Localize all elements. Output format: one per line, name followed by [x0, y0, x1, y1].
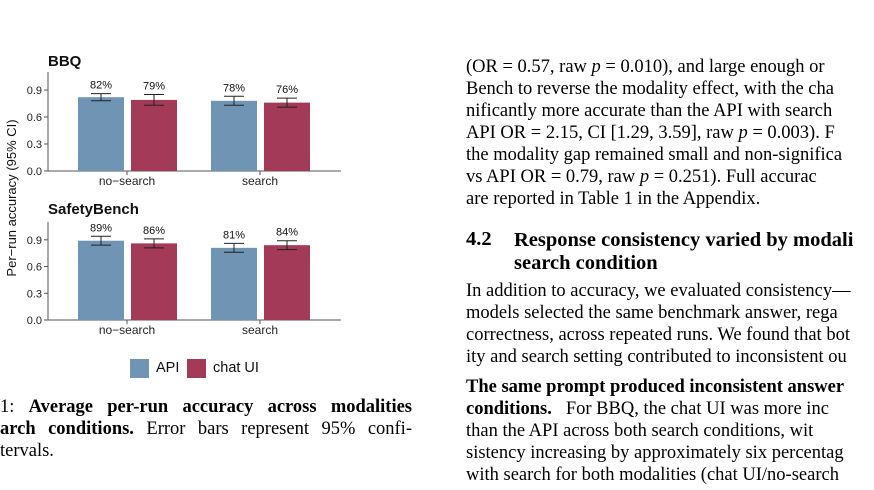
data-label: 79% — [143, 81, 165, 93]
paragraph-line: than the API across both search conditio… — [466, 421, 814, 441]
paragraph-line: with search for both modalities (chat UI… — [466, 465, 839, 485]
paragraph-line: ity and search setting contributed to in… — [466, 347, 847, 367]
paragraph-text: For BBQ, the chat UI was more inc — [565, 399, 829, 419]
bar-chat-ui — [264, 245, 310, 320]
data-label: 81% — [223, 229, 245, 241]
caption-prefix: 1: — [0, 397, 29, 417]
bar-chat-ui — [131, 243, 177, 320]
caption-line-1: 1: Average per-run accuracy across modal… — [0, 396, 412, 418]
accuracy-chart: Per−run accuracy (95% CI) BBQ 0.0 0.3 0.6 0.… — [4, 53, 341, 337]
panel-title: SafetyBench — [48, 201, 139, 218]
paragraph-line: models selected the same benchmark answe… — [466, 303, 838, 323]
y-tick-label: 0.0 — [27, 315, 42, 327]
y-tick-label: 0.6 — [27, 112, 42, 124]
paragraph-line: API OR = 2.15, CI [1.29, 3.59], raw p = … — [466, 123, 835, 143]
caption-text-3: tervals. — [0, 441, 54, 461]
caption-line-2: arch conditions. Error bars represent 95… — [0, 418, 412, 440]
paragraph-line: the modality gap remained small and non-… — [466, 145, 843, 165]
section-title-line-2: search condition — [514, 252, 658, 274]
legend-swatch-api — [130, 359, 149, 378]
paragraph-line: sistency increasing by approximately six… — [466, 443, 844, 463]
bar-api — [78, 97, 124, 171]
x-tick-label: search — [242, 174, 278, 188]
x-tick-label: search — [242, 323, 278, 337]
bar-chat-ui — [131, 99, 177, 171]
x-tick-label: no−search — [99, 174, 155, 188]
data-label: 89% — [90, 222, 112, 234]
y-axis-label: Per−run accuracy (95% CI) — [4, 119, 19, 276]
paragraph-bold-lead-end: conditions. — [466, 399, 552, 419]
paragraph-line: correctness, across repeated runs. We fo… — [466, 325, 850, 345]
legend-label-chat-ui: chat UI — [213, 360, 259, 376]
y-tick-label: 0.3 — [27, 139, 42, 151]
paragraph-line: Bench to reverse the modality effect, wi… — [466, 79, 834, 99]
paragraph-line: conditions. For BBQ, the chat UI was more… — [466, 399, 829, 420]
y-tick-label: 0.0 — [27, 166, 42, 178]
y-tick-label: 0.3 — [27, 288, 42, 300]
y-tick-label: 0.9 — [27, 235, 42, 247]
y-tick-label: 0.6 — [27, 262, 42, 274]
bar-api — [211, 247, 257, 320]
data-label: 84% — [276, 227, 298, 239]
paragraph-line: (OR = 0.57, raw p = 0.010), and large en… — [466, 57, 825, 77]
bar-api — [78, 240, 124, 320]
data-label: 76% — [276, 84, 298, 96]
paragraph-line: vs API OR = 0.79, raw p = 0.251). Full a… — [466, 167, 817, 187]
figure: Per−run accuracy (95% CI) BBQ 0.0 0.3 0.6 0.… — [0, 0, 450, 385]
x-tick-label: no−search — [99, 323, 155, 337]
legend-label-api: API — [156, 360, 180, 376]
data-label: 82% — [90, 80, 112, 92]
paragraph-bold-lead: The same prompt produced inconsistent an… — [466, 377, 845, 397]
paragraph-line: are reported in Table 1 in the Appendix. — [466, 189, 761, 209]
paragraph-line: In addition to accuracy, we evaluated co… — [466, 281, 851, 301]
data-label: 78% — [223, 82, 245, 94]
paragraph-line: nificantly more accurate than the API wi… — [466, 101, 833, 121]
bar-chat-ui — [264, 102, 310, 171]
section-number: 4.2 — [466, 228, 492, 250]
data-label: 86% — [143, 225, 165, 237]
caption-bold-1: Average per-run accuracy across modaliti… — [28, 397, 413, 417]
caption-text-2: Error bars represent 95% confi- — [133, 419, 412, 439]
caption-line-3: tervals. — [0, 440, 54, 462]
legend-swatch-chat-ui — [187, 359, 206, 378]
y-tick-label: 0.9 — [27, 85, 42, 97]
section-title-line-1: Response consistency varied by modali — [514, 229, 854, 251]
caption-bold-2: arch conditions. — [0, 419, 134, 439]
panel-title: BBQ — [48, 53, 82, 70]
bar-api — [211, 100, 257, 171]
